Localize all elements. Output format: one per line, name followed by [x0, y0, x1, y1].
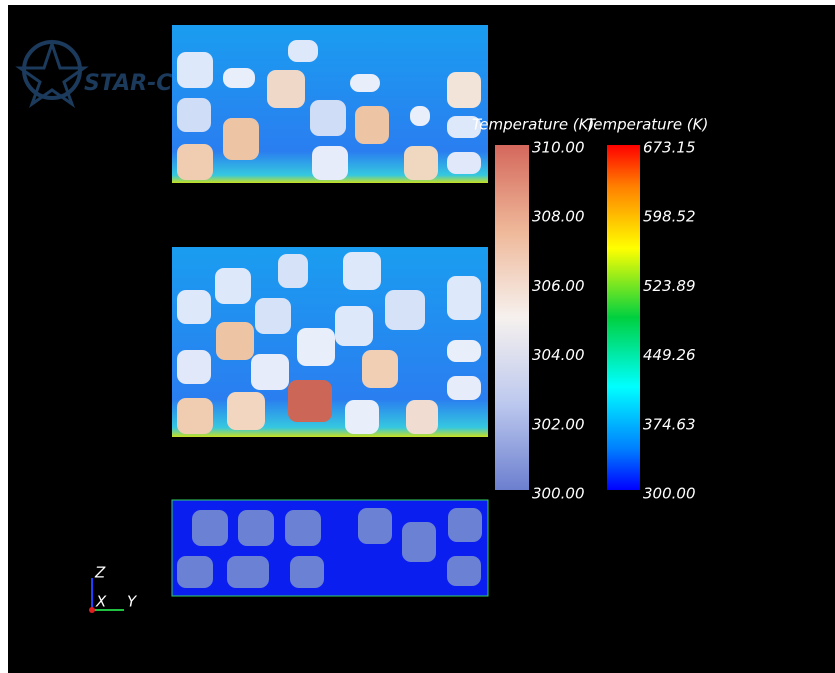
component: [288, 380, 332, 422]
component: [310, 100, 346, 136]
colorbar-label: 304.00: [532, 346, 585, 364]
component: [255, 298, 291, 334]
colorbar-label: 300.00: [643, 485, 696, 503]
component: [297, 328, 335, 366]
component: [402, 522, 436, 562]
axis-label: X: [95, 593, 107, 611]
component: [177, 350, 211, 384]
component: [278, 254, 308, 288]
component: [447, 340, 481, 362]
component: [215, 268, 251, 304]
colorbar-title: Temperature (K): [586, 116, 708, 134]
colorbar-label: 310.00: [532, 139, 585, 157]
component: [290, 556, 324, 588]
component: [267, 70, 305, 108]
component: [406, 400, 438, 434]
component: [177, 144, 213, 180]
component: [223, 68, 255, 88]
component: [227, 556, 269, 588]
component: [177, 98, 211, 132]
colorbar-label: 374.63: [643, 415, 696, 433]
colorbar-2: [607, 145, 640, 490]
component: [447, 72, 481, 108]
colorbar-title: Temperature (K): [472, 116, 594, 134]
component: [350, 74, 380, 92]
component: [358, 508, 392, 544]
component: [447, 276, 481, 320]
component: [335, 306, 373, 346]
colorbar-label: 523.89: [643, 277, 696, 295]
component: [448, 508, 482, 542]
component: [345, 400, 379, 434]
component: [177, 290, 211, 324]
component: [343, 252, 381, 290]
colorbar-label: 673.15: [643, 139, 696, 157]
component: [177, 52, 213, 88]
component: [192, 510, 228, 546]
component: [238, 510, 274, 546]
colorbar-label: 306.00: [532, 277, 585, 295]
colorbar-label: 308.00: [532, 208, 585, 226]
component: [355, 106, 389, 144]
component: [216, 322, 254, 360]
component: [288, 40, 318, 62]
component: [177, 398, 213, 434]
component: [447, 376, 481, 400]
component: [362, 350, 398, 388]
component: [177, 556, 213, 588]
component: [385, 290, 425, 330]
colorbar-label: 300.00: [532, 485, 585, 503]
component: [223, 118, 259, 160]
component: [227, 392, 265, 430]
component: [410, 106, 430, 126]
axis-label: Z: [94, 564, 106, 582]
component: [404, 146, 438, 180]
component: [447, 556, 481, 586]
component: [285, 510, 321, 546]
component: [312, 146, 348, 180]
colorbar-1: [495, 145, 529, 490]
component: [447, 152, 481, 174]
viewport: STAR-CC Temperature (K) Temperature (K) …: [0, 0, 835, 673]
colorbar-label: 302.00: [532, 415, 585, 433]
component: [251, 354, 289, 390]
colorbar-label: 449.26: [643, 346, 696, 364]
colorbar-label: 598.52: [643, 208, 696, 226]
